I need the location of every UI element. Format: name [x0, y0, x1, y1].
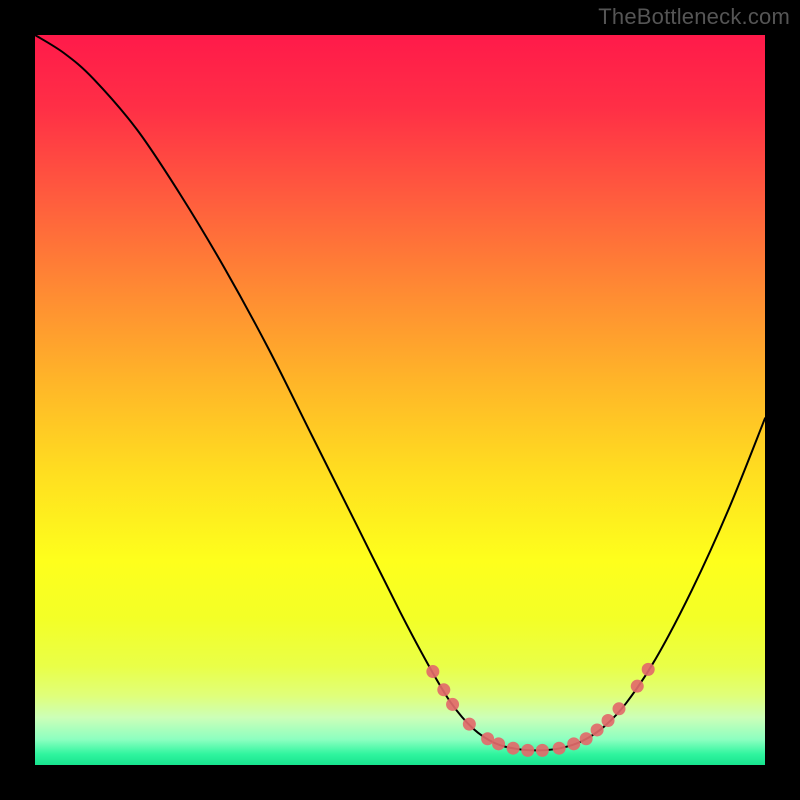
data-marker — [463, 718, 476, 731]
data-marker — [437, 683, 450, 696]
watermark-text: TheBottleneck.com — [598, 4, 790, 30]
data-marker — [591, 723, 604, 736]
chart-container: { "watermark": { "text": "TheBottleneck.… — [0, 0, 800, 800]
data-marker — [426, 665, 439, 678]
data-marker — [602, 714, 615, 727]
data-marker — [631, 680, 644, 693]
data-marker — [613, 702, 626, 715]
data-marker — [580, 732, 593, 745]
data-marker — [446, 698, 459, 711]
data-marker — [642, 663, 655, 676]
plot-background — [35, 35, 765, 765]
data-marker — [521, 744, 534, 757]
bottleneck-chart — [0, 0, 800, 800]
data-marker — [536, 744, 549, 757]
data-marker — [553, 742, 566, 755]
data-marker — [507, 742, 520, 755]
data-marker — [492, 737, 505, 750]
data-marker — [567, 737, 580, 750]
